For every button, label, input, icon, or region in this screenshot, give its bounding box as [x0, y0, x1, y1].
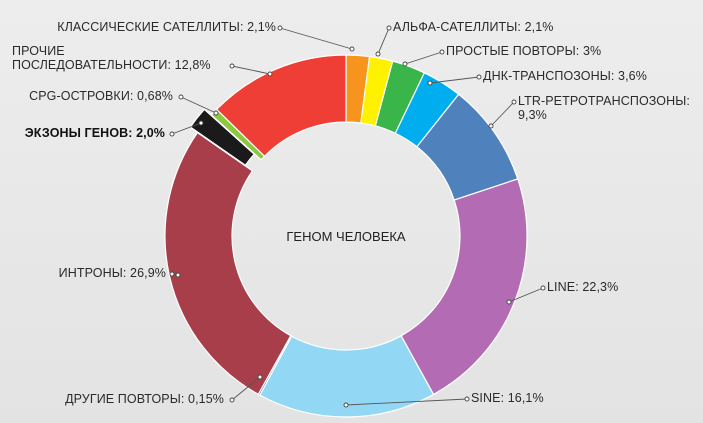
leader-dot: [488, 123, 494, 129]
leader-dot: [257, 374, 263, 380]
leader-dot: [464, 396, 470, 402]
leader-line: [508, 287, 544, 303]
slice-label: CPG-ОСТРОВКИ: 0,68%: [29, 89, 173, 103]
leader-dot: [267, 71, 273, 77]
slice-label: ПРОСТЫЕ ПОВТОРЫ: 3%: [446, 44, 601, 58]
leader-dot: [175, 272, 181, 278]
leader-dot: [402, 61, 408, 67]
donut-slice: [215, 54, 347, 158]
leader-line: [231, 65, 271, 75]
leader-dot: [375, 51, 381, 57]
leader-line: [429, 76, 480, 84]
leader-dot: [198, 120, 204, 126]
donut-slice: [164, 131, 292, 396]
center-label: ГЕНОМ ЧЕЛОВЕКА: [286, 229, 406, 244]
leaders-layer: [169, 25, 546, 408]
leader-dot: [386, 25, 392, 31]
leader-dot: [178, 94, 184, 100]
leader-line: [171, 122, 202, 135]
leader-line: [404, 51, 443, 65]
leader-dot: [343, 402, 349, 408]
leader-dot: [277, 25, 283, 31]
leader-line: [345, 398, 468, 406]
leader-line: [279, 27, 353, 50]
slice-label: ДНК-ТРАНСПОЗОНЫ: 3,6%: [483, 69, 647, 83]
slice-label: ПРОЧИЕ ПОСЛЕДОВАТЕЛЬНОСТИ: 12,8%: [12, 44, 211, 72]
slice-label: КЛАССИЧЕСКИЕ САТЕЛЛИТЫ: 2,1%: [57, 20, 276, 34]
leader-dot: [229, 397, 235, 403]
donut-slice: [400, 178, 528, 396]
leader-dot: [169, 131, 175, 137]
leader-dot: [506, 299, 512, 305]
leader-dot: [229, 63, 235, 69]
labels-layer: КЛАССИЧЕСКИЕ САТЕЛЛИТЫ: 2,1% АЛЬФА-САТЕЛЛ…: [12, 20, 690, 406]
slice-label: ДРУГИЕ ПОВТОРЫ: 0,15%: [65, 392, 224, 406]
leader-dot: [427, 80, 433, 86]
leader-dot: [476, 74, 482, 80]
leader-dot: [349, 46, 355, 52]
leader-dot: [439, 49, 445, 55]
leader-line: [490, 101, 515, 127]
slice-label: SINE: 16,1%: [471, 391, 544, 405]
leader-line: [231, 376, 261, 401]
slice-label: LTR-РЕТРОТРАНСПОЗОНЫ: 9,3%: [518, 94, 690, 122]
leader-dot: [169, 271, 175, 277]
slices-layer: [164, 54, 528, 418]
leader-dot: [213, 110, 219, 116]
slice-label: ИНТРОНЫ: 26,9%: [59, 266, 166, 280]
leader-dot: [540, 285, 546, 291]
leader-line: [377, 27, 390, 55]
leader-line: [180, 96, 217, 114]
slice-label: АЛЬФА-САТЕЛЛИТЫ: 2,1%: [393, 20, 553, 34]
leader-dot: [511, 99, 517, 105]
slice-label: LINE: 22,3%: [547, 280, 618, 294]
slice-label: ЭКЗОНЫ ГЕНОВ: 2,0%: [25, 126, 165, 140]
